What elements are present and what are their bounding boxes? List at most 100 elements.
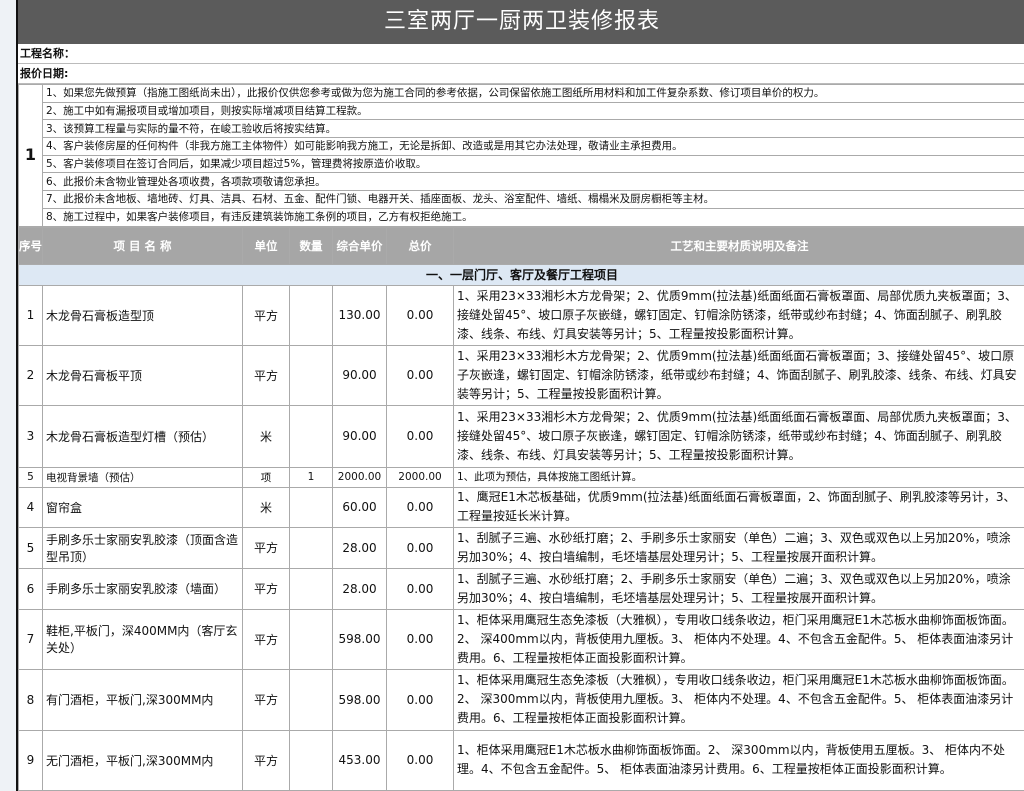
note-text[interactable]: 3、该预算工程量与实际的量不符，在峻工验收后将按实结算。 <box>43 120 1024 138</box>
note-text[interactable]: 8、施工过程中，如果客户装修项目，有违反建筑装饰施工条例的项目，乙方有权拒绝施工… <box>43 208 1024 226</box>
cell-qty[interactable] <box>290 568 333 609</box>
cell-name[interactable]: 木龙骨石膏板造型灯槽（预估） <box>43 405 243 467</box>
note-row: 5、客户装修项目在签订合同后，如果减少项目超过5%，管理费将按原造价收取。 <box>19 155 1024 173</box>
note-row: 4、客户装修房屋的任何构件（非我方施工主体物件）如可能影响我方施工，无论是拆卸、… <box>19 138 1024 156</box>
cell-desc[interactable]: 1、采用23×33湘杉木方龙骨架；2、优质9mm(拉法基)纸面纸面石膏板罩面、局… <box>454 285 1024 345</box>
cell-unit[interactable]: 平方 <box>243 285 290 345</box>
cell-price[interactable]: 453.00 <box>333 730 387 790</box>
cell-price[interactable]: 60.00 <box>333 487 387 527</box>
section-row: 一、一层门厅、客厅及餐厅工程项目 <box>19 264 1024 285</box>
notes-index[interactable]: 1 <box>19 85 43 227</box>
cell-desc[interactable]: 1、刮腻子三遍、水砂纸打磨；2、手刷多乐士家丽安（单色）二遍；3、双色或双色以上… <box>454 527 1024 568</box>
cell-name[interactable]: 手刷多乐士家丽安乳胶漆（墙面） <box>43 568 243 609</box>
cell-desc[interactable]: 1、柜体采用鹰冠生态免漆板（大雅枫），专用收口线条收边，柜门采用鹰冠E1木芯板水… <box>454 669 1024 730</box>
cell-total[interactable]: 0.00 <box>387 405 454 467</box>
cell-name[interactable]: 手刷多乐士家丽安乳胶漆（顶面含造型吊顶） <box>43 527 243 568</box>
col-desc: 工艺和主要材质说明及备注 <box>454 227 1024 264</box>
cell-unit[interactable]: 平方 <box>243 527 290 568</box>
note-row: 8、施工过程中，如果客户装修项目，有违反建筑装饰施工条例的项目，乙方有权拒绝施工… <box>19 208 1024 226</box>
cell-qty[interactable] <box>290 345 333 405</box>
cell-qty[interactable] <box>290 609 333 669</box>
cell-unit[interactable]: 米 <box>243 487 290 527</box>
cell-price[interactable]: 28.00 <box>333 568 387 609</box>
note-row: 7、此报价未含地板、墙地砖、灯具、洁具、石材、五金、配件门锁、电器开关、插座面板… <box>19 191 1024 209</box>
cell-price[interactable]: 598.00 <box>333 669 387 730</box>
cell-desc[interactable]: 1、鹰冠E1木芯板基础，优质9mm(拉法基)纸面纸面石膏板罩面，2、饰面刮腻子、… <box>454 487 1024 527</box>
cell-name[interactable]: 窗帘盒 <box>43 487 243 527</box>
cell-unit[interactable]: 平方 <box>243 568 290 609</box>
cell-desc[interactable]: 1、采用23×33湘杉木方龙骨架；2、优质9mm(拉法基)纸面纸面石膏板罩面、局… <box>454 405 1024 467</box>
cell-price[interactable]: 28.00 <box>333 527 387 568</box>
cell-qty[interactable]: 1 <box>290 467 333 487</box>
cell-name[interactable]: 木龙骨石膏板平顶 <box>43 345 243 405</box>
cell-price[interactable]: 598.00 <box>333 609 387 669</box>
cell-name[interactable]: 无门酒柜，平板门,深300MM内 <box>43 730 243 790</box>
cell-name[interactable]: 电视背景墙（预估） <box>43 467 243 487</box>
cell-qty[interactable] <box>290 405 333 467</box>
cell-qty[interactable] <box>290 669 333 730</box>
cell-qty[interactable] <box>290 487 333 527</box>
cell-name[interactable]: 木龙骨石膏板造型顶 <box>43 285 243 345</box>
cell-qty[interactable] <box>290 527 333 568</box>
cell-seq[interactable]: 9 <box>19 730 43 790</box>
cell-desc[interactable]: 1、刮腻子三遍、水砂纸打磨；2、手刷多乐士家丽安（单色）二遍；3、双色或双色以上… <box>454 568 1024 609</box>
cell-seq[interactable]: 2 <box>19 345 43 405</box>
cell-name[interactable]: 有门酒柜，平板门,深300MM内 <box>43 669 243 730</box>
note-text[interactable]: 1、如果您先做预算（指施工图纸尚未出），此报价仅供您参考或做为您为施工合同的参考… <box>43 85 1024 103</box>
cell-total[interactable]: 0.00 <box>387 487 454 527</box>
cell-seq[interactable]: 8 <box>19 669 43 730</box>
cell-total[interactable]: 0.00 <box>387 730 454 790</box>
cell-seq[interactable]: 1 <box>19 285 43 345</box>
cell-total[interactable]: 0.00 <box>387 609 454 669</box>
cell-name[interactable]: 鞋柜,平板门，深400MM内（客厅玄关处） <box>43 609 243 669</box>
cell-seq[interactable]: 5 <box>19 527 43 568</box>
cell-unit[interactable]: 平方 <box>243 730 290 790</box>
cell-price[interactable]: 2000.00 <box>333 467 387 487</box>
cell-seq[interactable]: 3 <box>19 405 43 467</box>
cell-desc[interactable]: 1、柜体采用鹰冠E1木芯板水曲柳饰面板饰面。2、 深300mm以内，背板使用五厘… <box>454 730 1024 790</box>
cell-total[interactable]: 0.00 <box>387 527 454 568</box>
note-text[interactable]: 4、客户装修房屋的任何构件（非我方施工主体物件）如可能影响我方施工，无论是拆卸、… <box>43 138 1024 156</box>
cell-unit[interactable]: 平方 <box>243 669 290 730</box>
quote-table: 序号 项 目 名 称 单位 数量 综合单价 总价 工艺和主要材质说明及备注 一、… <box>18 227 1024 791</box>
cell-price[interactable]: 130.00 <box>333 285 387 345</box>
cell-total[interactable]: 0.00 <box>387 285 454 345</box>
cell-unit[interactable]: 项 <box>243 467 290 487</box>
cell-seq[interactable]: 5 <box>19 467 43 487</box>
cell-seq[interactable]: 6 <box>19 568 43 609</box>
cell-total[interactable]: 2000.00 <box>387 467 454 487</box>
cell-price[interactable]: 90.00 <box>333 345 387 405</box>
cell-desc[interactable]: 1、柜体采用鹰冠生态免漆板（大雅枫），专用收口线条收边，柜门采用鹰冠E1木芯板水… <box>454 609 1024 669</box>
note-text[interactable]: 6、此报价未含物业管理处各项收费，各项款项敬请您承担。 <box>43 173 1024 191</box>
cell-qty[interactable] <box>290 730 333 790</box>
note-text[interactable]: 7、此报价未含地板、墙地砖、灯具、洁具、石材、五金、配件门锁、电器开关、插座面板… <box>43 191 1024 209</box>
cell-seq[interactable]: 7 <box>19 609 43 669</box>
section-title[interactable]: 一、一层门厅、客厅及餐厅工程项目 <box>19 264 1024 285</box>
cell-unit[interactable]: 平方 <box>243 345 290 405</box>
cell-unit[interactable]: 平方 <box>243 609 290 669</box>
cell-price[interactable]: 90.00 <box>333 405 387 467</box>
cell-total[interactable]: 0.00 <box>387 669 454 730</box>
note-text[interactable]: 5、客户装修项目在签订合同后，如果减少项目超过5%，管理费将按原造价收取。 <box>43 155 1024 173</box>
cell-desc[interactable]: 1、此项为预估，具体按施工图纸计算。 <box>454 467 1024 487</box>
cell-desc[interactable]: 1、采用23×33湘杉木方龙骨架；2、优质9mm(拉法基)纸面纸面石膏板罩面；3… <box>454 345 1024 405</box>
cell-total[interactable]: 0.00 <box>387 568 454 609</box>
note-text[interactable]: 2、施工中如有漏报项目或增加项目，则按实际增减项目结算工程款。 <box>43 102 1024 120</box>
quote-date-label[interactable]: 报价日期: <box>18 64 1024 84</box>
cell-total[interactable]: 0.00 <box>387 345 454 405</box>
cell-qty[interactable] <box>290 285 333 345</box>
project-name-label[interactable]: 工程名称： <box>18 44 1024 64</box>
header-row: 序号 项 目 名 称 单位 数量 综合单价 总价 工艺和主要材质说明及备注 <box>19 227 1024 264</box>
cell-unit[interactable]: 米 <box>243 405 290 467</box>
cell-seq[interactable]: 4 <box>19 487 43 527</box>
